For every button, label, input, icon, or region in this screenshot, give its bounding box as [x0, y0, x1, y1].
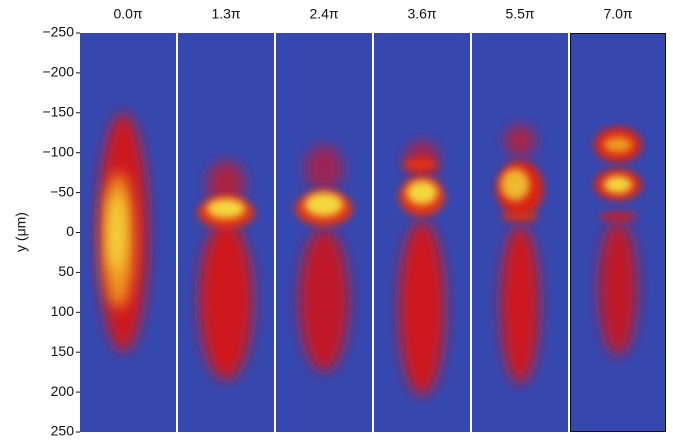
intensity-blob	[108, 192, 125, 273]
y-tick-label: 250	[51, 423, 75, 439]
intensity-blob	[500, 168, 530, 201]
intensity-blob	[402, 158, 438, 171]
panel	[178, 33, 274, 432]
y-tick-label: 50	[58, 263, 74, 279]
intensity-blob	[206, 198, 246, 219]
intensity-blob	[504, 124, 536, 157]
intensity-blob	[199, 220, 253, 381]
panel-title: 7.0π	[603, 6, 632, 22]
panel-border	[570, 33, 666, 432]
y-tick-label: −50	[50, 183, 74, 199]
panel-title: 1.3π	[211, 6, 240, 22]
y-tick-label: −250	[42, 24, 74, 40]
y-tick-label: −150	[42, 104, 74, 120]
y-axis-label: y (μm)	[13, 212, 29, 252]
intensity-blob	[603, 175, 633, 194]
panel	[80, 33, 176, 432]
panel-title: 2.4π	[309, 6, 338, 22]
panel-title: 3.6π	[407, 6, 436, 22]
panel-title: 0.0π	[113, 6, 142, 22]
y-tick-label: 100	[51, 303, 75, 319]
intensity-blob	[500, 224, 540, 385]
y-tick-label: 0	[66, 223, 74, 239]
y-tick-label: 150	[51, 343, 75, 359]
panel-title: 5.5π	[505, 6, 534, 22]
intensity-blob	[398, 220, 446, 397]
y-tick-label: −100	[42, 143, 74, 159]
panel	[374, 33, 470, 432]
panel	[276, 33, 372, 432]
intensity-blob	[598, 220, 638, 357]
intensity-blob	[598, 211, 638, 222]
intensity-blob	[603, 136, 633, 153]
intensity-blob	[304, 144, 344, 193]
panel	[472, 33, 568, 432]
intensity-blob	[500, 211, 540, 222]
y-tick-label: 200	[51, 383, 75, 399]
y-tick-label: −200	[42, 64, 74, 80]
intensity-blob	[406, 180, 438, 205]
intensity-blob	[206, 160, 246, 209]
intensity-blob	[299, 228, 349, 373]
intensity-blob	[304, 192, 344, 217]
panel	[570, 33, 666, 432]
